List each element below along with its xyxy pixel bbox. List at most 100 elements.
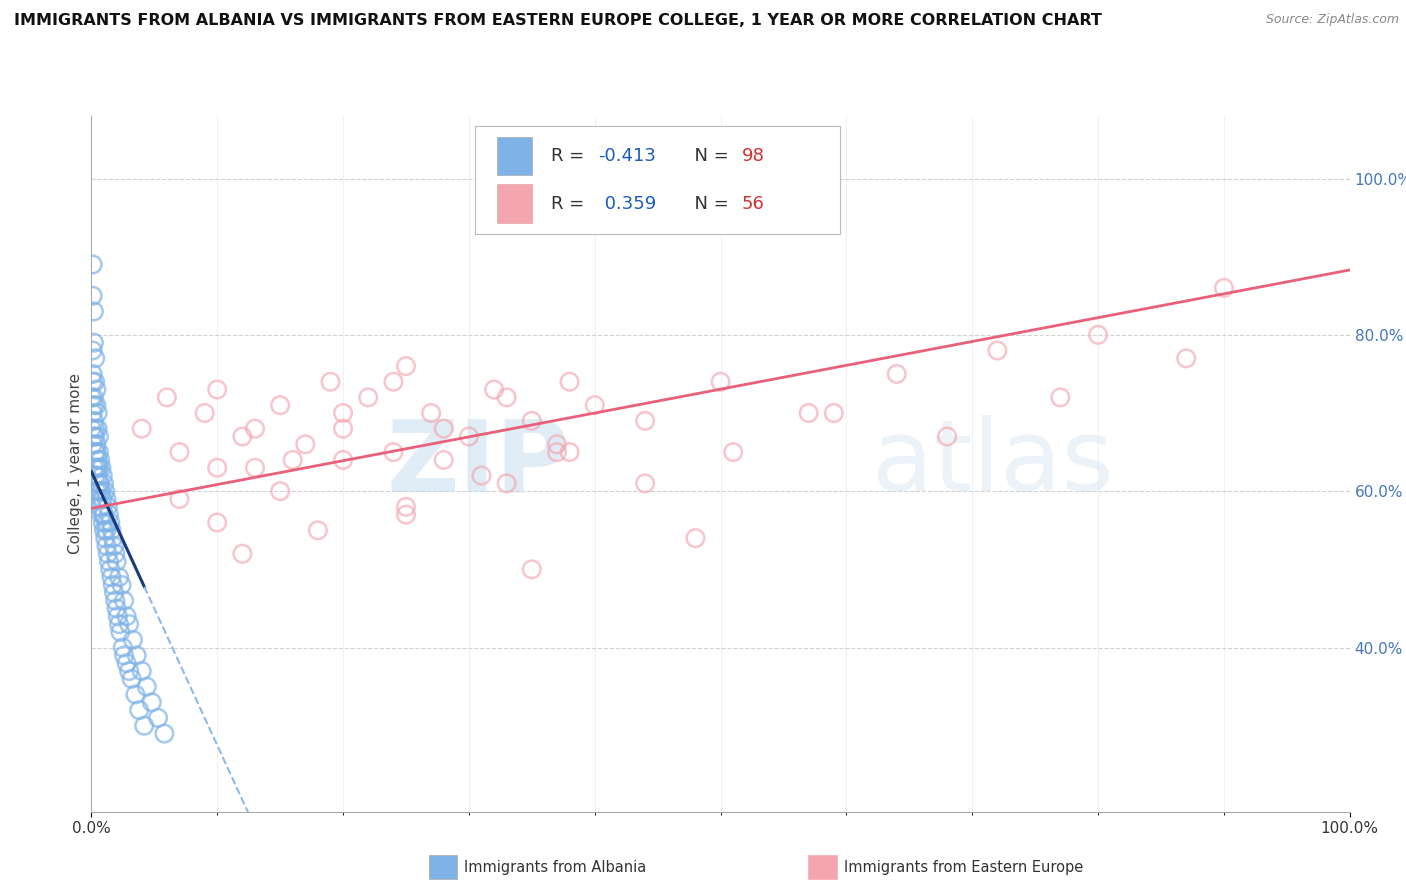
Point (115, 609, 138, 624)
Point (1049, 391, 1071, 405)
Text: Immigrants from Albania: Immigrants from Albania (464, 860, 647, 874)
Point (281, 453, 304, 467)
Point (520, 562, 543, 576)
Point (93, 508, 115, 522)
Point (395, 508, 418, 522)
Y-axis label: College, 1 year or more: College, 1 year or more (67, 374, 83, 554)
Point (83, 391, 105, 405)
Point (124, 688, 146, 702)
Point (86, 453, 108, 467)
Point (294, 437, 316, 451)
Point (86, 398, 108, 412)
Point (111, 640, 134, 655)
Point (153, 726, 176, 740)
Point (86, 460, 108, 475)
FancyBboxPatch shape (475, 127, 841, 235)
Point (84, 375, 107, 389)
Point (131, 664, 153, 678)
Point (986, 343, 1008, 358)
Point (100, 523, 122, 537)
Point (146, 711, 169, 725)
Point (86, 406, 108, 420)
Point (319, 375, 342, 389)
Point (685, 531, 707, 545)
Text: -0.413: -0.413 (599, 147, 657, 165)
Point (90, 508, 112, 522)
Point (107, 609, 129, 624)
Point (115, 656, 138, 670)
Point (1212, 281, 1236, 295)
Point (131, 422, 153, 436)
Point (89, 500, 111, 514)
Point (100, 570, 122, 584)
Point (110, 624, 132, 639)
Text: R =: R = (551, 194, 589, 212)
Point (558, 375, 581, 389)
Text: 98: 98 (742, 147, 765, 165)
Point (194, 406, 217, 420)
Point (87, 445, 110, 459)
Point (84, 351, 107, 366)
Point (420, 406, 443, 420)
Point (91, 491, 114, 506)
Point (90, 460, 112, 475)
Point (243, 460, 266, 475)
Point (97, 500, 120, 514)
Point (91, 516, 114, 530)
Point (96, 516, 118, 530)
Point (118, 617, 141, 632)
Point (80, 391, 103, 405)
Point (135, 680, 157, 694)
Point (433, 453, 456, 467)
Point (797, 406, 820, 420)
Point (86, 383, 108, 397)
Point (332, 406, 354, 420)
Point (83, 460, 105, 475)
Point (98, 516, 121, 530)
Point (84, 445, 107, 459)
Point (110, 578, 132, 592)
Point (89, 453, 111, 467)
Point (134, 719, 156, 733)
Point (128, 703, 150, 717)
Text: IMMIGRANTS FROM ALBANIA VS IMMIGRANTS FROM EASTERN EUROPE COLLEGE, 1 YEAR OR MOR: IMMIGRANTS FROM ALBANIA VS IMMIGRANTS FR… (14, 13, 1102, 29)
Point (1175, 351, 1198, 366)
Point (86, 437, 108, 451)
Point (231, 547, 253, 561)
Point (583, 398, 606, 412)
Point (86, 484, 108, 499)
Point (101, 578, 124, 592)
Point (93, 523, 115, 537)
Point (86, 460, 108, 475)
Point (86, 491, 108, 506)
Point (83, 414, 105, 428)
Point (395, 359, 418, 373)
Point (520, 414, 543, 428)
Point (634, 414, 657, 428)
Point (395, 500, 418, 514)
Point (83, 335, 105, 350)
Point (87, 429, 110, 443)
Text: atlas: atlas (872, 416, 1114, 512)
Point (96, 491, 118, 506)
Point (721, 445, 744, 459)
Point (108, 570, 131, 584)
Point (96, 523, 118, 537)
Point (84, 422, 107, 436)
Point (94, 531, 117, 545)
Point (1087, 327, 1109, 342)
Point (709, 375, 731, 389)
Point (482, 383, 505, 397)
Point (823, 406, 845, 420)
Text: Immigrants from Eastern Europe: Immigrants from Eastern Europe (844, 860, 1083, 874)
Point (82, 289, 104, 303)
Point (104, 593, 127, 607)
Point (108, 617, 131, 632)
Point (118, 664, 141, 678)
Point (112, 593, 135, 607)
Point (82, 343, 104, 358)
Point (82, 437, 104, 451)
Point (205, 460, 228, 475)
Point (103, 586, 125, 600)
Point (121, 672, 143, 686)
